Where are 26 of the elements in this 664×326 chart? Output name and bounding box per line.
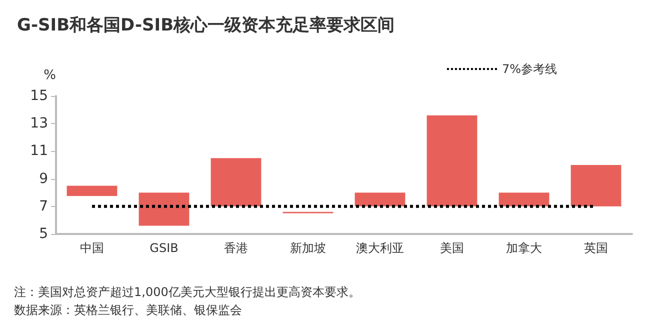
text: 注：美国对总资产超过1,000亿美元大型银行提出更高资本要求。 [14, 285, 360, 299]
y-tick-label: 11 [30, 143, 48, 160]
x-tick-label: 中国 [80, 241, 104, 255]
y-tick-label: 5 [39, 226, 48, 242]
bar [210, 158, 262, 206]
chart-title: G-SIB和各国D-SIB核心一级资本充足率要求区间 [17, 16, 395, 36]
y-axis-title: % [44, 68, 56, 83]
y-tick-label: 9 [39, 170, 48, 187]
source-note: 数据来源：英格兰银行、美联储、银保监会 [14, 303, 242, 317]
x-tick-label: 新加坡 [290, 241, 326, 255]
x-tick-label: 加拿大 [506, 241, 542, 255]
y-tick-label: 13 [30, 116, 48, 132]
y-tick-label: 15 [30, 88, 48, 104]
x-tick-label: 英国 [584, 241, 608, 255]
legend-label: 7%参考线 [502, 62, 558, 76]
x-tick-label: 美国 [440, 241, 464, 255]
bar [138, 192, 190, 226]
bar [498, 192, 550, 206]
bar [66, 186, 118, 196]
x-tick-label: GSIB [150, 241, 178, 255]
bar [354, 192, 406, 206]
x-tick-label: 澳大利亚 [356, 241, 404, 255]
bar [570, 165, 622, 206]
bar [426, 115, 478, 206]
x-tick-label: 香港 [224, 241, 248, 255]
y-tick-label: 7 [39, 198, 48, 214]
